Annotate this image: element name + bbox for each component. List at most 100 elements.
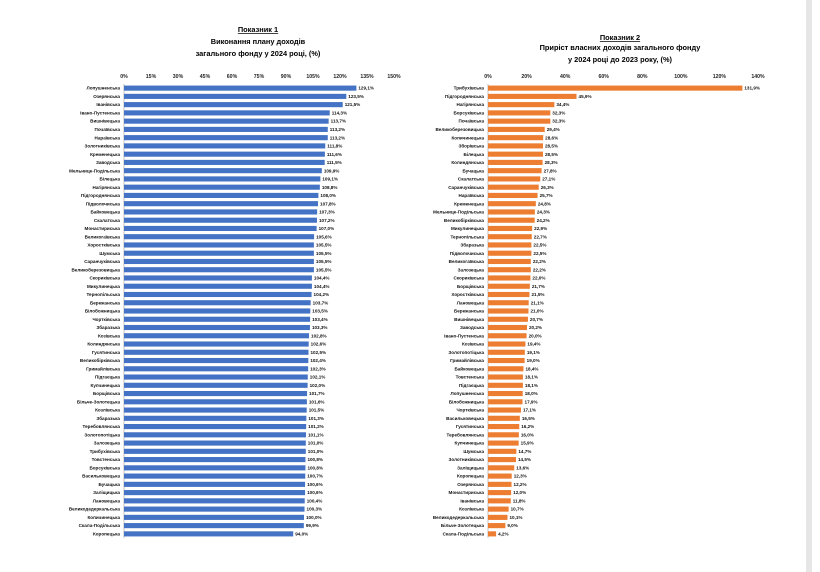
chart1-tick-label: 105% [306,74,320,80]
chart2-tick-label: 100% [674,74,688,80]
chart2-bar [488,110,551,116]
chart2-bar [488,432,519,438]
chart2-category-label: Озерянська [457,482,484,487]
chart2-category-label: Шумська [463,449,484,454]
chart2-data-label: 16,2% [521,424,534,429]
chart1-data-label: 100,8% [307,465,323,470]
chart1-category-label: Золотниківська [85,144,121,149]
chart1-data-label: 109,9% [324,168,340,173]
chart2-data-label: 22,2% [533,259,546,264]
chart1-category-label: Бучацька [98,482,120,487]
chart1-data-label: 113,7% [331,119,346,124]
chart2-bar [488,514,508,520]
chart-1: Показник 1 Виконання плану доходів загал… [69,25,401,538]
chart1-tick-label: 60% [227,74,238,80]
chart2-data-label: 20,7% [530,317,543,322]
chart1-bar [124,143,326,149]
chart2-tick-label: 20% [521,74,532,80]
chart1-bar [124,415,307,421]
chart1-category-label: Мельнице-Подільська [69,168,120,173]
chart2-category-label: Скала-Подільська [443,531,485,536]
chart2-bar [488,291,530,298]
chart1-category-label: Великоберезовицька [71,266,120,272]
chart-2-x-axis-ticks: 0% 20% 40% 60% 80% 100% 120% 140% [484,74,765,80]
chart2-category-label: Гримайлівська [450,357,484,363]
chart1-data-label: 100,8% [307,457,323,462]
chart1-category-label: Гримайлівська [86,365,120,371]
chart2-data-label: 19,1% [527,350,540,355]
chart1-category-label: Копичинецька [87,515,120,520]
chart2-bar [488,407,521,413]
chart2-category-label: Козлівська [459,507,484,512]
chart2-bar [488,349,525,355]
chart2-category-label: Підгороднянська [445,94,485,99]
chart2-category-label: Колиндянська [451,160,484,165]
chart1-category-label: Коропецька [93,531,120,536]
chart2-data-label: 12,0% [513,490,526,495]
chart2-bar [488,184,539,190]
chart2-data-label: 25,7% [540,193,553,198]
chart2-bar [488,523,506,529]
chart2-category-label: Мельнице-Подільська [433,210,484,215]
chart2-category-label: Коропецька [457,474,484,479]
chart1-category-label: Васильковецька [82,474,120,479]
chart1-category-label: Хоростківська [87,243,120,248]
chart2-bar [488,448,517,454]
chart1-data-label: 101,0% [308,441,324,446]
chart2-tick-label: 40% [560,74,571,80]
chart1-category-label: Нараївська [95,135,121,140]
chart1-category-label: Борщівська [93,391,120,396]
chart1-bar [124,424,307,430]
chart1-bar [124,201,319,207]
chart2-data-label: 22,2% [533,267,546,272]
chart1-bar [124,209,318,215]
chart1-category-label: Теребовлянська [83,423,121,429]
chart1-bar [124,514,304,520]
chart2-data-label: 18,0% [525,391,538,396]
chart2-category-label: Лановецька [457,300,485,305]
chart1-data-label: 121,5% [345,102,361,107]
chart2-bar [488,366,524,372]
chart1-bar [124,457,306,463]
top-strip [0,0,820,12]
chart2-bar [488,490,512,496]
chart2-data-label: 28,6% [545,135,558,140]
chart2-category-label: Саранчуківська [448,185,484,190]
chart1-bar [124,85,357,91]
chart2-category-label: Скориківська [453,276,484,281]
chart2-bar [488,135,544,141]
chart2-data-label: 21,1% [531,300,544,305]
chart2-data-label: 27,8% [544,168,557,173]
chart1-data-label: 114,3% [332,110,347,115]
chart1-bar [124,250,314,256]
chart-2: Показник 2 Приріст власних доходів загал… [433,33,765,538]
chart1-data-label: 103,4% [312,317,328,322]
chart1-data-label: 103,3% [312,325,328,330]
chart1-category-label: Великодедеркальська [69,507,121,512]
chart1-tick-label: 15% [146,74,157,80]
chart1-bar [124,481,306,487]
chart1-category-label: Борсуківська [89,465,120,470]
chart2-bar [488,333,527,339]
chart2-data-label: 24,2% [537,218,550,223]
chart1-bar [124,102,343,108]
chart1-bar [124,382,308,388]
chart1-data-label: 94,0% [295,531,308,536]
chart2-data-label: 11,8% [513,498,526,503]
chart2-category-label: Борщівська [457,284,484,289]
chart2-bar [488,324,527,331]
chart1-data-label: 123,5% [348,94,364,99]
chart1-category-label: Великобірківська [80,357,121,363]
chart2-category-label: Гусятинська [456,424,485,429]
chart1-category-label: Більче-Золотецька [77,399,121,404]
chart-1-bars: Лопушненська 129,1% Озерянська 123,5% Іванів… [69,85,374,536]
chart2-data-label: 20,0% [529,333,542,338]
chart2-bar [488,531,497,537]
chart1-bar [124,291,312,298]
chart1-category-label: Озерянська [93,94,120,99]
chart2-data-label: 19,4% [527,342,540,347]
page-edge [806,0,812,572]
chart2-category-label: Трибухівська [454,85,485,91]
chart2-bar [488,308,529,314]
chart1-category-label: Микулинецька [87,284,120,289]
